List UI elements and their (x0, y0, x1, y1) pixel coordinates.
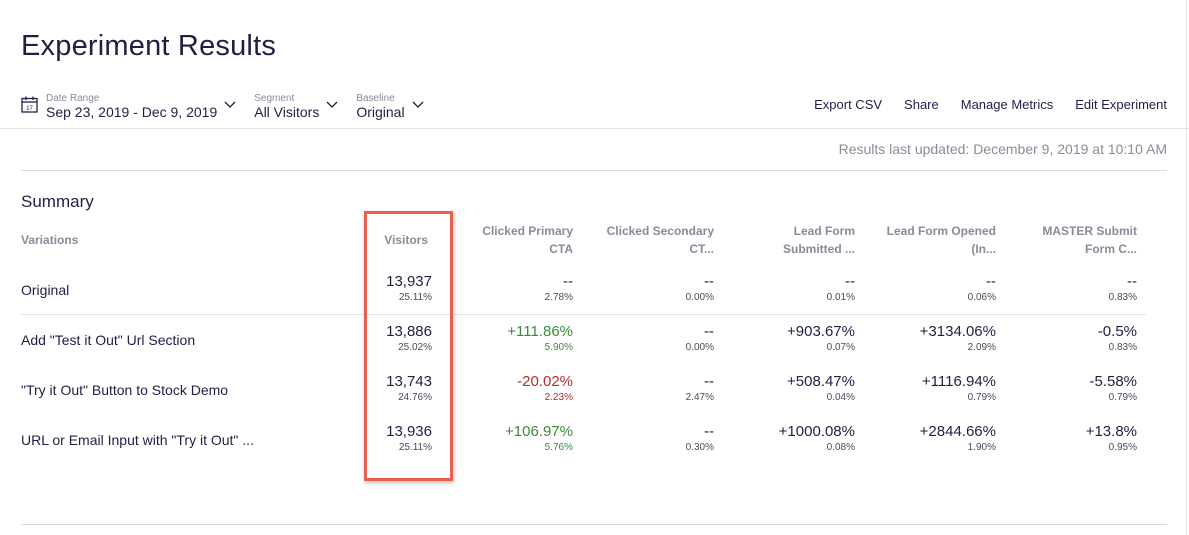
manage-metrics-button[interactable]: Manage Metrics (960, 97, 1054, 112)
action-bar: Export CSV Share Manage Metrics Edit Exp… (792, 97, 1167, 112)
lead-form-submitted-cell: +903.67% 0.07% (787, 323, 855, 353)
header-master-submit[interactable]: MASTER Submit Form C... (1042, 224, 1137, 256)
visitors-cell: 13,886 25.02% (386, 323, 432, 353)
header-visitors[interactable]: Visitors (384, 233, 428, 247)
segment-filter[interactable]: Segment All Visitors (254, 93, 338, 123)
share-button[interactable]: Share (904, 97, 939, 112)
visitors-cell: 13,743 24.76% (386, 373, 432, 403)
last-updated-text: Results last updated: December 9, 2019 a… (838, 141, 1167, 157)
segment-value: All Visitors (254, 104, 320, 120)
clicked-primary-cell: -- 2.78% (544, 273, 573, 303)
header-lead-form-opened[interactable]: Lead Form Opened (In... (886, 224, 996, 256)
baseline-value: Original (356, 104, 405, 120)
baseline-label: Baseline (356, 93, 395, 104)
section-divider (21, 170, 1167, 171)
clicked-secondary-cell: -- 0.30% (685, 423, 714, 453)
clicked-secondary-cell: -- 2.47% (685, 373, 714, 403)
variation-name: Add "Test it Out" Url Section (21, 332, 196, 348)
lead-form-opened-cell: +3134.06% 2.09% (919, 323, 996, 353)
baseline-filter[interactable]: Baseline Original (356, 93, 424, 123)
master-submit-cell: -5.58% 0.79% (1089, 373, 1137, 403)
clicked-primary-cell: +106.97% 5.76% (505, 423, 573, 453)
clicked-primary-cell: -20.02% 2.23% (517, 373, 573, 403)
filter-bar: 17 Date Range Sep 23, 2019 - Dec 9, 2019… (21, 93, 442, 123)
clicked-primary-cell: +111.86% 5.90% (507, 323, 573, 353)
lead-form-opened-cell: +1116.94% 0.79% (921, 373, 996, 403)
master-submit-cell: -0.5% 0.83% (1097, 323, 1137, 353)
lead-form-submitted-cell: -- 0.01% (826, 273, 855, 303)
bottom-divider (21, 524, 1167, 525)
header-divider (0, 128, 1189, 129)
summary-title: Summary (21, 192, 94, 211)
export-csv-button[interactable]: Export CSV (814, 97, 883, 112)
date-range-value: Sep 23, 2019 - Dec 9, 2019 (46, 104, 218, 120)
master-submit-cell: +13.8% 0.95% (1085, 423, 1137, 453)
page-title: Experiment Results (21, 30, 277, 62)
date-range-label: Date Range (46, 93, 100, 104)
lead-form-opened-cell: +2844.66% 1.90% (919, 423, 996, 453)
header-clicked-primary[interactable]: Clicked Primary CTA (482, 224, 573, 256)
chevron-down-icon (326, 101, 338, 108)
lead-form-submitted-cell: +1000.08% 0.08% (778, 423, 855, 453)
row-divider (21, 314, 1146, 315)
master-submit-cell: -- 0.83% (1108, 273, 1137, 303)
visitors-cell: 13,937 25.11% (386, 273, 432, 303)
header-lead-form-submitted[interactable]: Lead Form Submitted ... (783, 224, 855, 256)
variation-name: "Try it Out" Button to Stock Demo (21, 382, 229, 398)
variation-name: URL or Email Input with "Try it Out" ... (21, 432, 254, 448)
panel-edge (1186, 0, 1187, 535)
clicked-secondary-cell: -- 0.00% (685, 323, 714, 353)
edit-experiment-button[interactable]: Edit Experiment (1075, 97, 1167, 112)
header-variations: Variations (21, 233, 79, 247)
svg-text:17: 17 (26, 106, 33, 112)
chevron-down-icon (412, 101, 424, 108)
calendar-icon: 17 (21, 96, 38, 113)
header-clicked-secondary[interactable]: Clicked Secondary CT... (606, 224, 714, 256)
clicked-secondary-cell: -- 0.00% (685, 273, 714, 303)
date-range-filter[interactable]: 17 Date Range Sep 23, 2019 - Dec 9, 2019 (21, 93, 236, 123)
lead-form-opened-cell: -- 0.06% (967, 273, 996, 303)
segment-label: Segment (254, 93, 295, 104)
variation-name: Original (21, 282, 70, 298)
visitors-highlight-box (364, 211, 453, 481)
visitors-cell: 13,936 25.11% (386, 423, 432, 453)
chevron-down-icon (224, 101, 236, 108)
lead-form-submitted-cell: +508.47% 0.04% (787, 373, 855, 403)
